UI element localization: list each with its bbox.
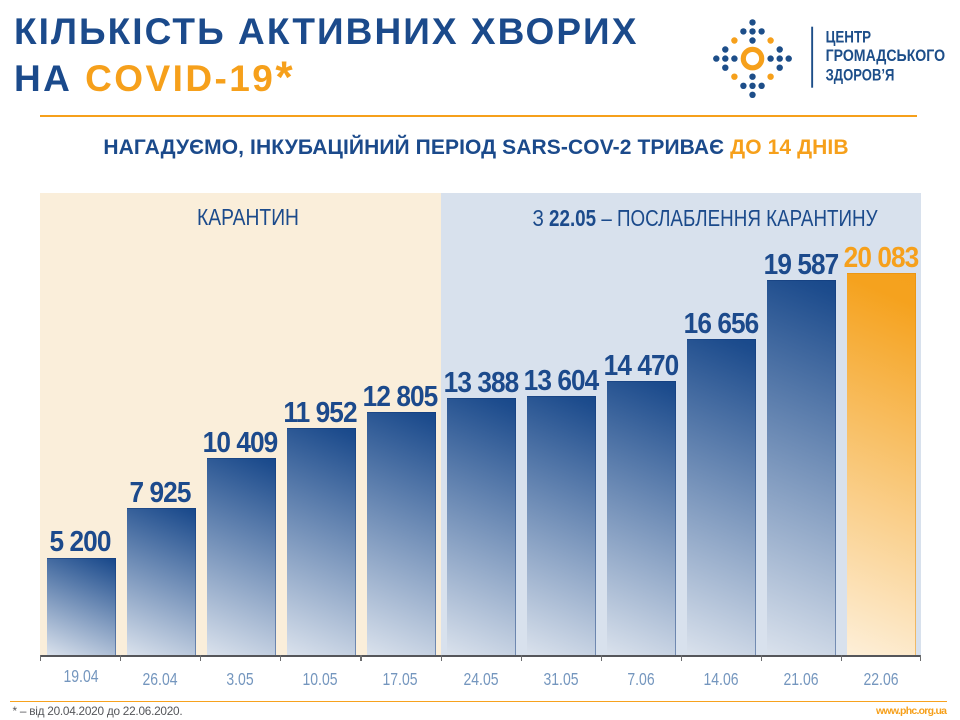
svg-text:ГРОМАДСЬКОГО: ГРОМАДСЬКОГО [826, 46, 946, 65]
svg-text:ЦЕНТР: ЦЕНТР [826, 27, 872, 46]
svg-text:ЗДОРОВ’Я: ЗДОРОВ’Я [826, 66, 895, 85]
